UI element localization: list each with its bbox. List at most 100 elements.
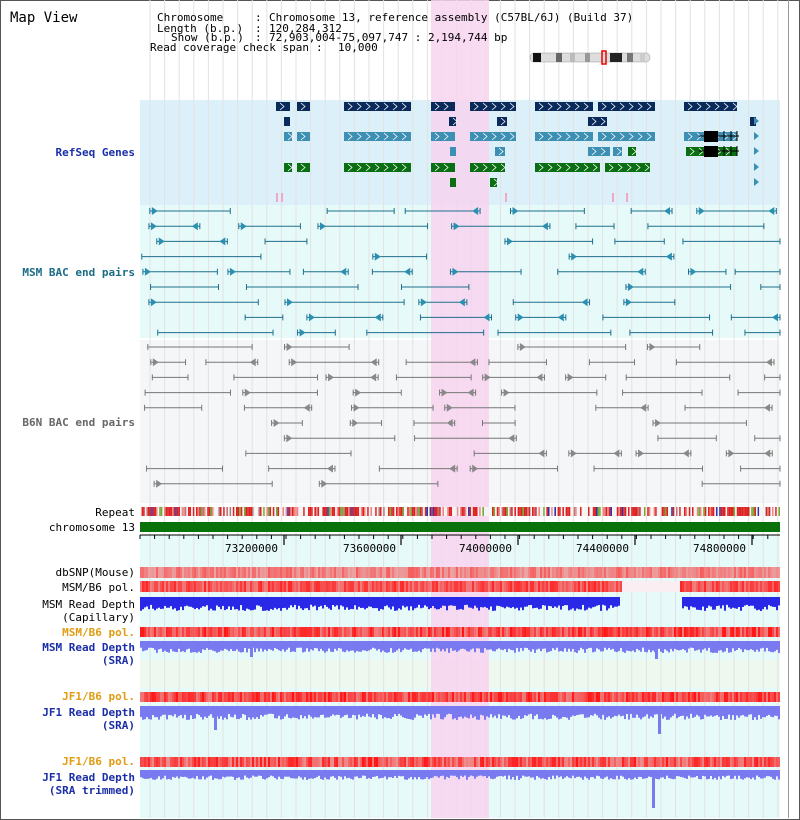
read-depth-bar bbox=[712, 706, 714, 717]
read-depth-bar bbox=[146, 597, 148, 607]
read-depth-bar bbox=[292, 597, 294, 608]
read-depth-bar bbox=[426, 641, 428, 649]
polymorphism-cell bbox=[366, 581, 368, 592]
read-depth-bar bbox=[708, 597, 710, 606]
read-depth-bar bbox=[670, 641, 672, 649]
polymorphism-cell bbox=[472, 567, 474, 578]
read-depth-bar bbox=[540, 641, 542, 652]
polymorphism-cell bbox=[670, 567, 672, 578]
gene-segment bbox=[598, 102, 655, 111]
read-depth-bar bbox=[248, 597, 250, 610]
read-depth-bar bbox=[352, 706, 354, 715]
repeat-element bbox=[346, 507, 348, 516]
read-depth-bar bbox=[276, 597, 278, 610]
polymorphism-cell bbox=[560, 581, 562, 592]
track-label-msm-bac-end-pairs[interactable]: MSM BAC end pairs bbox=[22, 266, 135, 279]
polymorphism-cell bbox=[494, 627, 496, 637]
polymorphism-cell bbox=[308, 627, 310, 637]
polymorphism-cell bbox=[270, 692, 272, 702]
read-depth-bar bbox=[486, 770, 488, 779]
polymorphism-cell bbox=[656, 627, 658, 637]
polymorphism-cell bbox=[216, 627, 218, 637]
polymorphism-cell bbox=[522, 627, 524, 637]
polymorphism-cell bbox=[316, 567, 318, 578]
polymorphism-cell bbox=[394, 692, 396, 702]
polymorphism-cell bbox=[316, 581, 318, 592]
read-depth-bar bbox=[490, 641, 492, 650]
read-depth-bar bbox=[644, 770, 646, 779]
repeat-element bbox=[175, 507, 177, 516]
repeat-element bbox=[754, 507, 756, 516]
read-depth-bar bbox=[626, 770, 628, 780]
polymorphism-cell bbox=[654, 581, 656, 592]
repeat-element bbox=[293, 507, 296, 516]
read-depth-bar bbox=[256, 770, 258, 777]
read-depth-bar bbox=[310, 597, 312, 605]
polymorphism-cell bbox=[570, 567, 572, 578]
polymorphism-cell bbox=[466, 757, 468, 767]
polymorphism-cell bbox=[230, 757, 232, 767]
read-depth-bar bbox=[458, 641, 460, 651]
polymorphism-cell bbox=[158, 757, 160, 767]
read-depth-bar bbox=[232, 706, 234, 718]
polymorphism-cell bbox=[566, 567, 568, 578]
polymorphism-cell bbox=[706, 757, 708, 767]
track-label-refseq-genes[interactable]: RefSeq Genes bbox=[55, 146, 135, 159]
polymorphism-cell bbox=[634, 581, 636, 592]
read-depth-bar bbox=[156, 597, 158, 609]
polymorphism-cell bbox=[504, 581, 506, 592]
polymorphism-cell bbox=[654, 757, 656, 767]
polymorphism-cell bbox=[164, 581, 166, 592]
repeat-element bbox=[336, 507, 339, 516]
read-depth-bar bbox=[440, 641, 442, 652]
read-depth-bar bbox=[748, 597, 750, 607]
read-depth-bar bbox=[514, 597, 516, 609]
polymorphism-cell bbox=[174, 567, 176, 578]
read-depth-bar bbox=[618, 706, 620, 715]
repeat-element bbox=[650, 507, 652, 516]
track-label-b6n-bac-end-pairs[interactable]: B6N BAC end pairs bbox=[22, 416, 135, 429]
read-depth-bar bbox=[406, 770, 408, 780]
polymorphism-cell bbox=[460, 757, 462, 767]
polymorphism-cell bbox=[258, 757, 260, 767]
polymorphism-cell bbox=[190, 567, 192, 578]
polymorphism-cell bbox=[336, 757, 338, 767]
read-depth-bar bbox=[298, 706, 300, 720]
read-depth-bar bbox=[692, 597, 694, 608]
read-depth-bar bbox=[226, 770, 228, 777]
read-depth-bar bbox=[308, 597, 310, 611]
polymorphism-cell bbox=[416, 692, 418, 702]
read-depth-bar bbox=[188, 641, 190, 649]
read-depth-bar bbox=[316, 770, 318, 778]
gene-segment bbox=[297, 163, 310, 172]
read-depth-bar bbox=[358, 597, 360, 607]
read-depth-bar bbox=[684, 706, 686, 720]
gene-strand-arrow bbox=[583, 163, 589, 172]
read-depth-bar bbox=[702, 597, 704, 607]
repeat-element bbox=[524, 507, 526, 516]
polymorphism-cell bbox=[558, 581, 560, 592]
polymorphism-cell bbox=[310, 692, 312, 702]
repeat-element bbox=[288, 507, 291, 516]
read-depth-bar bbox=[264, 641, 266, 650]
polymorphism-cell bbox=[192, 567, 194, 578]
read-depth-bar bbox=[732, 706, 734, 716]
polymorphism-cell bbox=[560, 627, 562, 637]
read-depth-bar bbox=[512, 597, 514, 608]
polymorphism-cell bbox=[290, 567, 292, 578]
read-depth-bar bbox=[408, 641, 410, 650]
read-depth-bar bbox=[406, 706, 408, 719]
polymorphism-cell bbox=[522, 757, 524, 767]
polymorphism-cell bbox=[660, 581, 662, 592]
polymorphism-cell bbox=[538, 581, 540, 592]
read-depth-bar bbox=[302, 641, 304, 653]
polymorphism-cell bbox=[442, 627, 444, 637]
polymorphism-cell bbox=[334, 627, 336, 637]
polymorphism-cell bbox=[764, 757, 766, 767]
read-depth-bar bbox=[572, 641, 574, 649]
read-depth-bar bbox=[196, 641, 198, 653]
polymorphism-cell bbox=[722, 581, 724, 592]
read-depth-bar bbox=[554, 597, 556, 607]
repeat-element bbox=[519, 507, 521, 516]
